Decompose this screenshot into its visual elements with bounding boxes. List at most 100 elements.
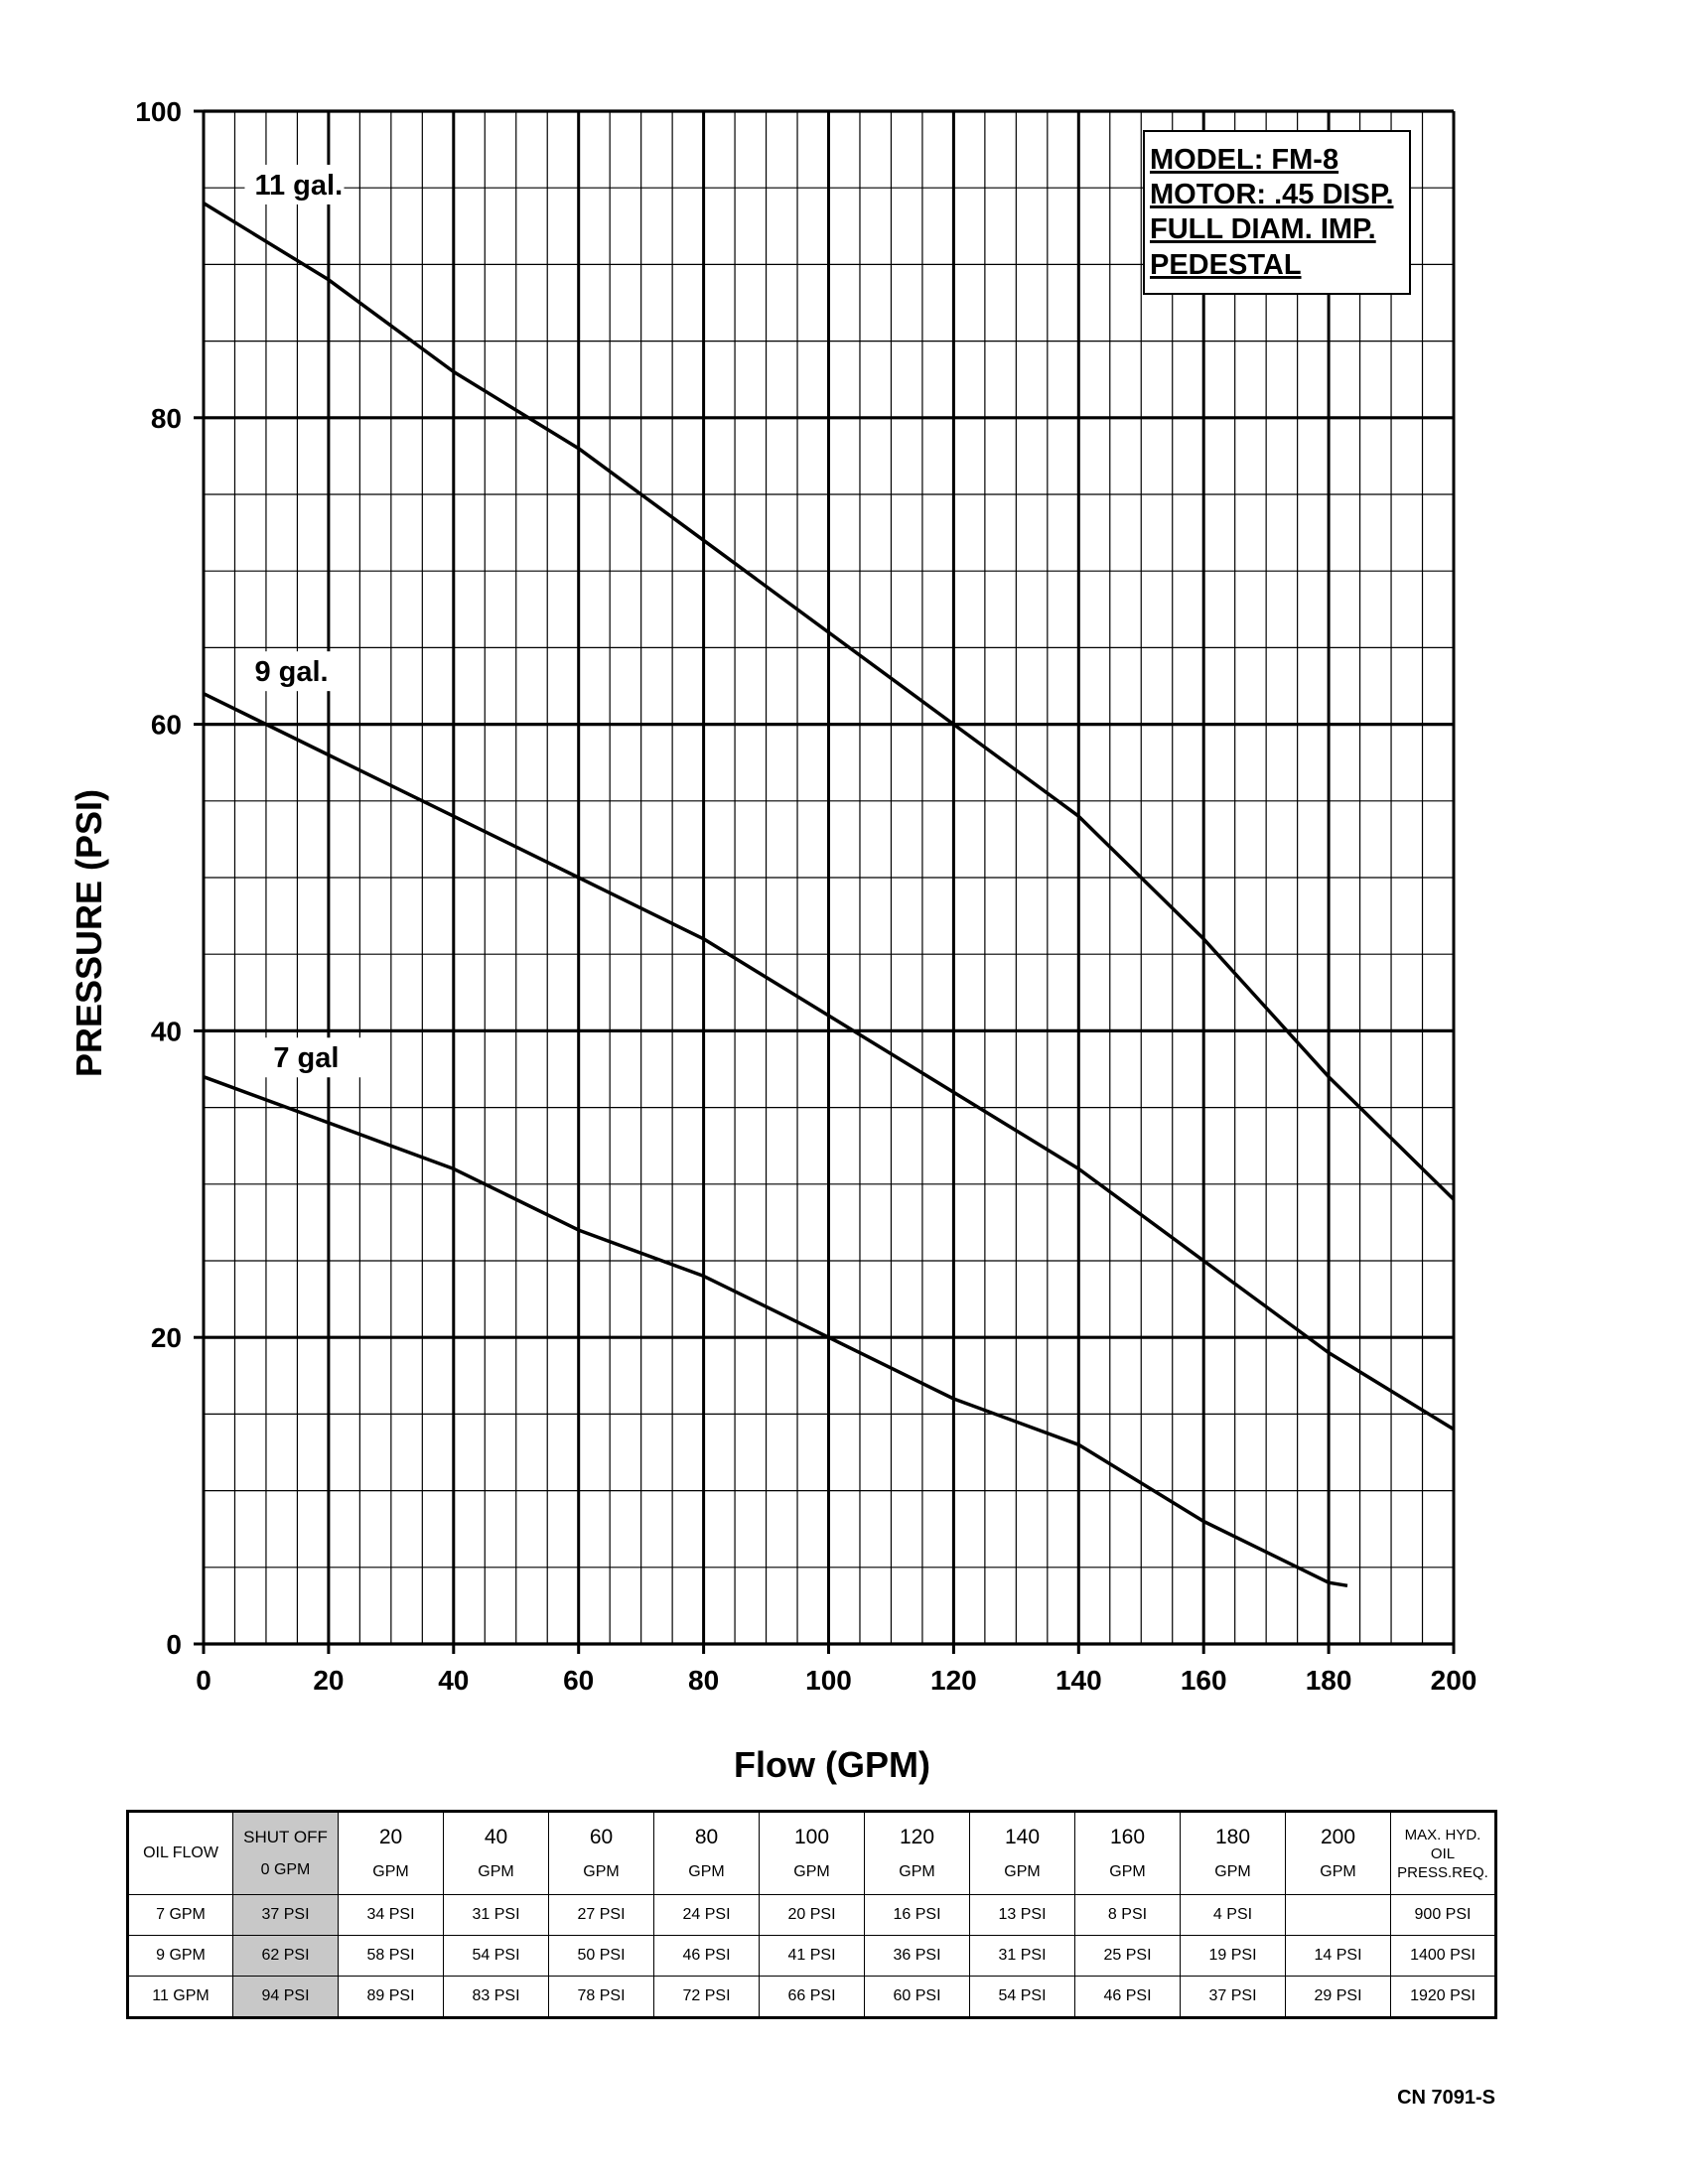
series-line [203,1075,1348,1588]
col-value: SHUT OFF [243,1828,328,1846]
col-value: 40 [484,1826,508,1848]
table-cell: 19 PSI [1180,1935,1286,1977]
table-cell: 24 PSI [653,1894,760,1936]
x-axis-title: Flow (GPM) [734,1744,930,1785]
series-label-bg [263,1037,363,1078]
y-tick-label: 20 [151,1322,182,1353]
info-impeller: FULL DIAM. IMP. [1150,213,1376,245]
table-cell: 31 PSI [969,1935,1075,1977]
document-code: CN 7091-S [1397,2087,1495,2109]
col-unit: GPM [899,1863,935,1880]
x-tick-label: 80 [688,1665,719,1696]
model-info-box: MODEL: FM-8 MOTOR: .45 DISP. FULL DIAM. … [1143,130,1411,295]
table-cell: 8 PSI [1074,1894,1181,1936]
table-cell [1285,1894,1391,1936]
col-header-100: 100 GPM [759,1811,865,1895]
col-unit: GPM [372,1863,409,1880]
col-unit: GPM [1004,1863,1041,1880]
table-cell: 54 PSI [443,1935,549,1977]
table-header-row: OIL FLOW SHUT OFF 0 GPM 20 GPM 40 GPM 60 GP… [127,1811,1496,1895]
row-label: 9 GPM [127,1935,233,1977]
info-mount: PEDESTAL [1150,249,1302,281]
table-cell: 20 PSI [759,1894,865,1936]
table-cell: 50 PSI [548,1935,654,1977]
col-value: 80 [694,1826,719,1848]
table-cell: 46 PSI [653,1935,760,1977]
x-tick-label: 120 [930,1665,977,1696]
table-cell: 66 PSI [759,1976,865,2018]
x-tick-label: 100 [805,1665,852,1696]
col-header-20: 20 GPM [338,1811,444,1895]
col-value: 200 [1320,1826,1356,1848]
series-label: 9 gal. [254,656,328,688]
x-tick-label: 180 [1306,1665,1352,1696]
max-press-cell: 1920 PSI [1390,1976,1496,2018]
grid [194,109,1456,1654]
col-header-shutoff: SHUT OFF 0 GPM [232,1811,339,1895]
table-cell: 13 PSI [969,1894,1075,1936]
col-unit: GPM [583,1863,620,1880]
col-value: 60 [589,1826,614,1848]
x-tick-label: 60 [563,1665,594,1696]
table-cell: 54 PSI [969,1976,1075,2018]
tick-labels: 0 20 40 60 80 100 120 140 160 180 200 0 20 40 60 80 100 [135,96,1477,1696]
table-cell: 31 PSI [443,1894,549,1936]
table-body: 7 GPM 37 PSI 34 PSI 31 PSI 27 PSI 24 PSI 20 PS… [127,1894,1496,2018]
oil-flow-table: OIL FLOW SHUT OFF 0 GPM 20 GPM 40 GPM 60 GP… [126,1810,1497,2019]
col-value: 100 [793,1826,830,1848]
series-label-bg [244,164,345,205]
x-tick-label: 40 [438,1665,469,1696]
row-header-cell: OIL FLOW [127,1811,233,1895]
curves: 11 gal. 9 gal. 7 gal [203,164,1456,1588]
series-label-bg [244,651,345,692]
col-unit: GPM [1109,1863,1146,1880]
table-cell: 41 PSI [759,1935,865,1977]
col-header-40: 40 GPM [443,1811,549,1895]
series-label: 7 gal [273,1042,339,1074]
x-tick-label: 20 [313,1665,344,1696]
col-unit: GPM [793,1863,830,1880]
col-value: 160 [1109,1826,1146,1848]
col-unit: GPM [688,1863,725,1880]
col-unit: GPM [478,1863,514,1880]
col-header-120: 120 GPM [864,1811,970,1895]
x-tick-label: 0 [196,1665,211,1696]
col-unit: GPM [1214,1863,1251,1880]
row-label: 11 GPM [127,1976,233,2018]
table-cell: 46 PSI [1074,1976,1181,2018]
table-cell: 29 PSI [1285,1976,1391,2018]
table-cell: 60 PSI [864,1976,970,2018]
info-motor: MOTOR: .45 DISP. [1150,179,1394,210]
table-cell: 83 PSI [443,1976,549,2018]
table-cell: 72 PSI [653,1976,760,2018]
col-header-160: 160 GPM [1074,1811,1181,1895]
y-tick-label: 0 [166,1629,182,1660]
col-value: 20 [378,1826,403,1848]
table-row: 11 GPM 94 PSI 89 PSI 83 PSI 78 PSI 72 PSI 66 P… [127,1976,1496,2018]
table-cell: 58 PSI [338,1935,444,1977]
y-axis-title: PRESSURE (PSI) [69,789,109,1077]
col-header-60: 60 GPM [548,1811,654,1895]
table-cell: 89 PSI [338,1976,444,2018]
info-model: MODEL: FM-8 [1150,144,1338,176]
table-cell: 36 PSI [864,1935,970,1977]
y-tick-label: 100 [135,96,182,127]
table-cell: 62 PSI [232,1935,339,1977]
table-cell: 14 PSI [1285,1935,1391,1977]
col-header-max-press: MAX. HYD. OIL PRESS.REQ. [1390,1811,1496,1895]
table-cell: 27 PSI [548,1894,654,1936]
table-cell: 25 PSI [1074,1935,1181,1977]
col-unit: GPM [1320,1863,1356,1880]
table-cell: 16 PSI [864,1894,970,1936]
table-row: 7 GPM 37 PSI 34 PSI 31 PSI 27 PSI 24 PSI 20 PS… [127,1894,1496,1936]
x-tick-label: 140 [1055,1665,1102,1696]
max-press-cell: 1400 PSI [1390,1935,1496,1977]
max-press-cell: 900 PSI [1390,1894,1496,1936]
table-cell: 4 PSI [1180,1894,1286,1936]
col-value: 140 [1004,1826,1041,1848]
table-cell: 34 PSI [338,1894,444,1936]
series-label: 11 gal. [254,170,343,202]
y-tick-label: 60 [151,710,182,741]
row-label: 7 GPM [127,1894,233,1936]
y-tick-label: 80 [151,403,182,434]
